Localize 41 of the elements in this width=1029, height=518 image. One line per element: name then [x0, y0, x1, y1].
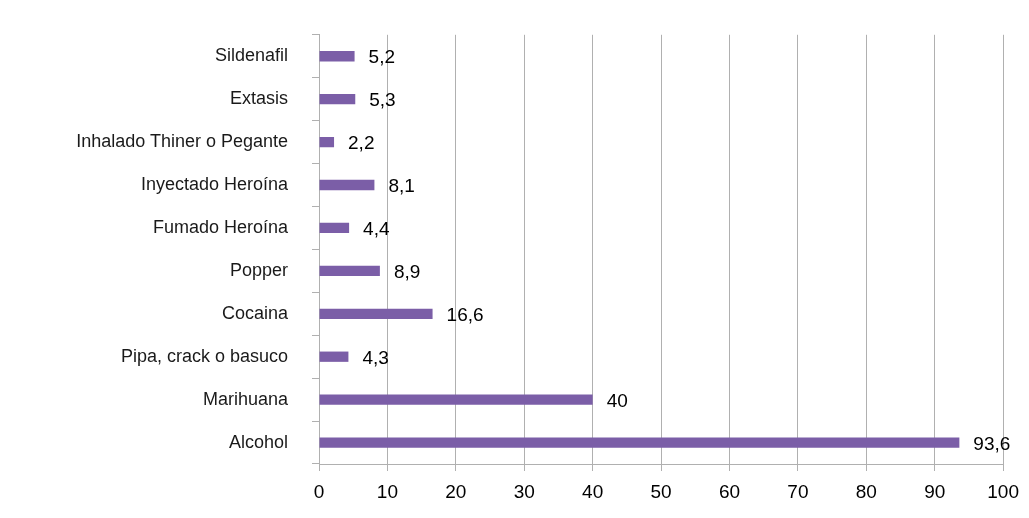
y-tick-label: Pipa, crack o basuco — [120, 345, 288, 366]
data-label: 93,6 — [973, 432, 1011, 454]
bar — [319, 437, 960, 448]
data-label: 8,1 — [388, 175, 415, 197]
data-label: 40 — [606, 389, 628, 411]
bar — [319, 94, 356, 105]
y-tick-label: Sildenafil — [214, 45, 288, 66]
bar — [319, 351, 349, 362]
data-label: 2,2 — [348, 132, 375, 154]
x-tick-label: 60 — [718, 480, 741, 502]
data-label: 8,9 — [393, 261, 421, 283]
y-tick-label: Popper — [229, 259, 288, 280]
y-tick-label: Fumado Heroína — [152, 216, 289, 237]
x-tick-label: 40 — [582, 480, 604, 502]
data-label: 4,3 — [362, 346, 389, 368]
y-tick-label: Inhalado Thiner o Pegante — [76, 131, 288, 152]
data-label: 5,3 — [369, 89, 396, 111]
bar — [319, 136, 335, 148]
bar — [319, 179, 375, 191]
x-tick-label: 50 — [650, 480, 672, 502]
bar — [319, 51, 355, 62]
y-tick-label: Cocaina — [221, 302, 289, 323]
x-tick-label: 30 — [513, 480, 535, 502]
bar — [319, 265, 380, 277]
data-label: 4,4 — [363, 218, 390, 240]
x-tick-label: 70 — [787, 480, 809, 502]
y-tick-label: Inyectado Heroína — [140, 173, 289, 194]
x-tick-label: 0 — [313, 480, 325, 502]
bar — [319, 222, 350, 234]
x-tick-label: 90 — [924, 480, 946, 502]
y-tick-label: Alcohol — [228, 431, 288, 452]
data-label: 5,2 — [368, 46, 395, 68]
bar — [319, 394, 593, 405]
x-tick-label: 100 — [987, 480, 1019, 502]
y-tick-label: Extasis — [229, 88, 288, 109]
x-tick-label: 10 — [376, 480, 398, 502]
data-label: 16,6 — [446, 304, 484, 326]
y-tick-label: Marihuana — [202, 388, 289, 409]
bar — [319, 308, 433, 319]
x-tick-label: 20 — [445, 480, 467, 502]
x-tick-label: 80 — [855, 480, 877, 502]
